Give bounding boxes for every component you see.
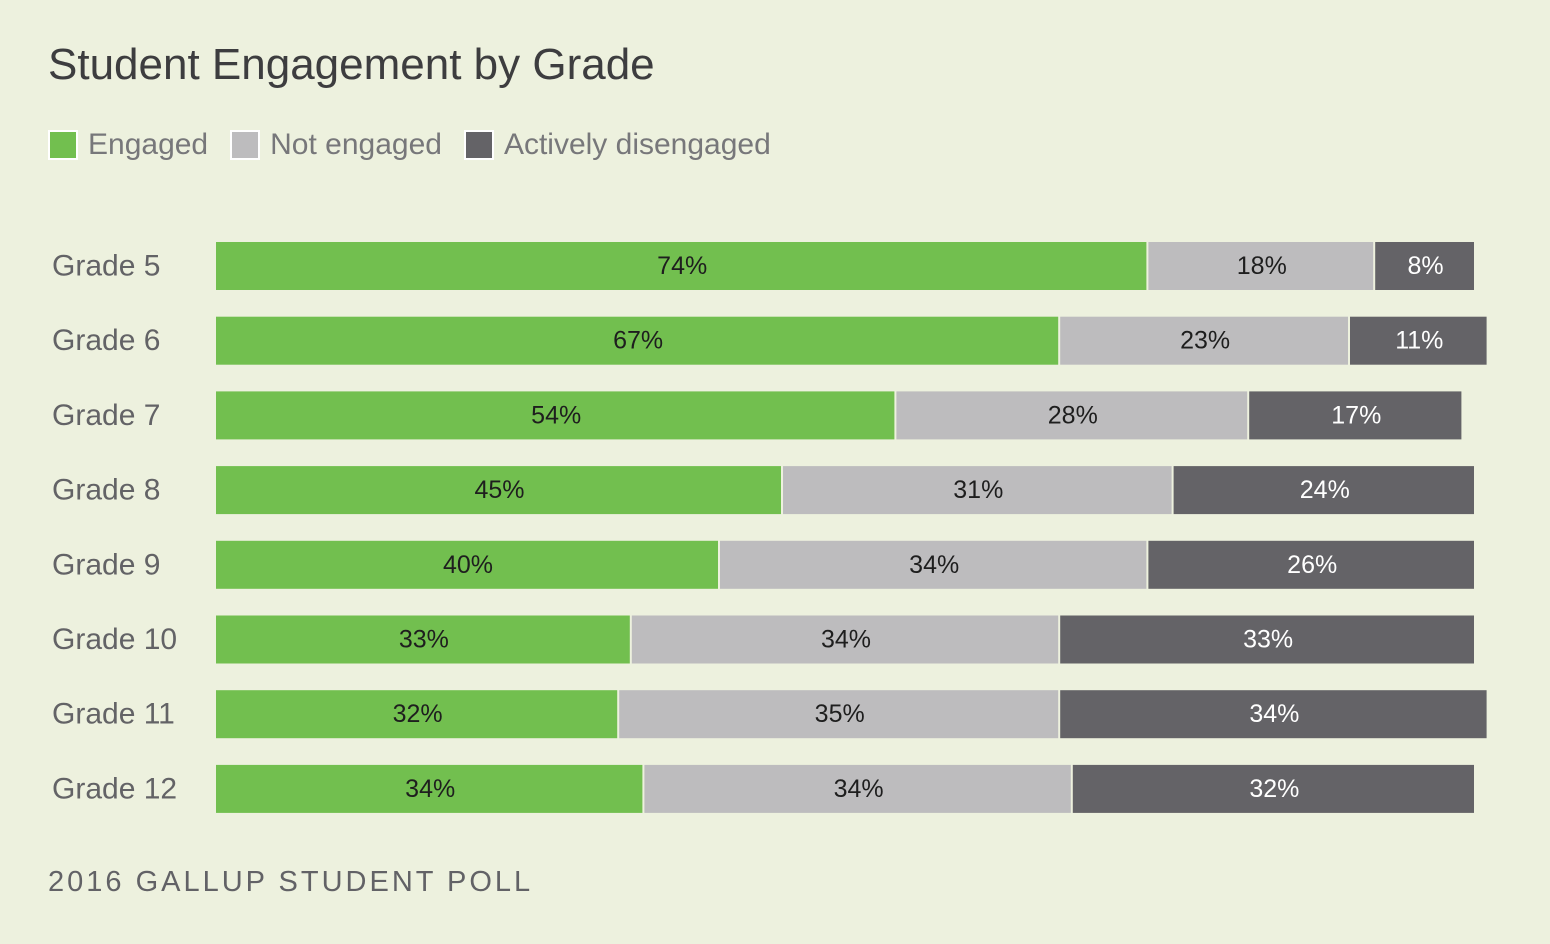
legend-item-actively-disengaged: Actively disengaged [463, 128, 771, 162]
bar-segment-engaged [216, 690, 618, 739]
legend-item-not-engaged: Not engaged [230, 128, 442, 162]
legend-swatch-not-engaged [230, 130, 261, 160]
data-label: 11% [1395, 327, 1443, 355]
bar-segment-not-engaged [1148, 242, 1374, 290]
bar-segment-engaged [216, 540, 718, 589]
legend-swatch-actively-disengaged [463, 130, 494, 160]
bar-segment-actively-disengaged [1350, 316, 1487, 365]
data-label: 74% [657, 252, 707, 280]
data-label: 26% [1287, 551, 1337, 579]
bar-segment-actively-disengaged [1060, 690, 1487, 739]
category-label: Grade 9 [52, 548, 160, 581]
data-label: 31% [953, 476, 1003, 504]
legend-swatch-engaged [48, 130, 78, 160]
source-note: 2016 GALLUP STUDENT POLL [48, 866, 534, 898]
data-label: 34% [909, 551, 959, 579]
bar-segment-actively-disengaged [1148, 540, 1474, 589]
data-label: 28% [1048, 401, 1098, 429]
legend-item-engaged: Engaged [48, 128, 208, 162]
bar-segment-not-engaged [720, 540, 1147, 589]
bar-segment-actively-disengaged [1375, 242, 1474, 290]
bar-row-grade-12: Grade 12 34% 34% 32% [52, 764, 1474, 813]
category-label: Grade 12 [52, 772, 177, 805]
legend-label-engaged: Engaged [88, 128, 209, 161]
bar-segment-actively-disengaged [1060, 615, 1474, 664]
data-label: 34% [834, 775, 884, 803]
bar-row-grade-6: Grade 6 67% 23% 11% [52, 316, 1487, 365]
bar-segment-engaged [216, 242, 1147, 290]
data-label: 18% [1237, 252, 1287, 280]
data-label: 34% [821, 626, 871, 654]
bar-segment-not-engaged [783, 466, 1172, 515]
bar-segment-not-engaged [631, 615, 1059, 664]
data-label: 23% [1180, 327, 1230, 355]
bar-row-grade-11: Grade 11 32% 35% 34% [52, 690, 1487, 739]
bar-segment-not-engaged [896, 391, 1248, 440]
bar-segment-not-engaged [644, 764, 1071, 813]
bar-segment-not-engaged [619, 690, 1059, 739]
category-label: Grade 10 [52, 623, 177, 656]
data-label: 8% [1408, 252, 1444, 280]
bar-segment-engaged [216, 615, 630, 664]
category-label: Grade 7 [52, 399, 160, 432]
bar-segment-actively-disengaged [1072, 764, 1474, 813]
bar-row-grade-10: Grade 10 33% 34% 33% [52, 615, 1474, 664]
chart-title: Student Engagement by Grade [48, 40, 655, 89]
bar-segment-engaged [216, 466, 781, 515]
data-label: 40% [443, 551, 493, 579]
bar-segment-engaged [216, 391, 895, 440]
legend: Engaged Not engaged Actively disengaged [48, 128, 793, 162]
bar-segment-actively-disengaged [1173, 466, 1474, 515]
bar-row-grade-7: Grade 7 54% 28% 17% [52, 391, 1462, 440]
data-label: 54% [531, 401, 581, 429]
data-label: 33% [1243, 626, 1293, 654]
data-label: 67% [613, 327, 663, 355]
data-label: 45% [474, 476, 524, 504]
data-label: 35% [815, 700, 865, 728]
data-label: 33% [399, 626, 449, 654]
bar-segment-actively-disengaged [1249, 391, 1462, 440]
legend-label-actively-disengaged: Actively disengaged [503, 128, 771, 161]
data-label: 34% [1249, 700, 1299, 728]
category-label: Grade 8 [52, 474, 160, 507]
data-label: 17% [1331, 401, 1381, 429]
data-label: 34% [405, 775, 455, 803]
legend-label-not-engaged: Not engaged [270, 128, 442, 161]
bar-segment-not-engaged [1060, 316, 1348, 365]
bar-row-grade-8: Grade 8 45% 31% 24% [52, 466, 1474, 515]
bar-row-grade-9: Grade 9 40% 34% 26% [52, 540, 1474, 589]
data-label: 32% [1249, 775, 1299, 803]
category-label: Grade 5 [52, 250, 160, 283]
category-label: Grade 11 [52, 698, 175, 731]
data-label: 24% [1300, 476, 1350, 504]
data-label: 32% [393, 700, 443, 728]
bar-segment-engaged [216, 764, 643, 813]
category-label: Grade 6 [52, 324, 160, 357]
bar-row-grade-5: Grade 5 74% 18% 8% [52, 242, 1474, 290]
bar-segment-engaged [216, 316, 1059, 365]
